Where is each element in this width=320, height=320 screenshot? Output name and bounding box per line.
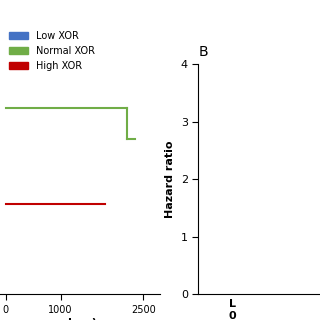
Text: B: B: [198, 45, 208, 59]
X-axis label: days): days): [63, 317, 97, 320]
Y-axis label: Hazard ratio: Hazard ratio: [165, 140, 175, 218]
Legend: Low XOR, Normal XOR, High XOR: Low XOR, Normal XOR, High XOR: [5, 27, 99, 75]
